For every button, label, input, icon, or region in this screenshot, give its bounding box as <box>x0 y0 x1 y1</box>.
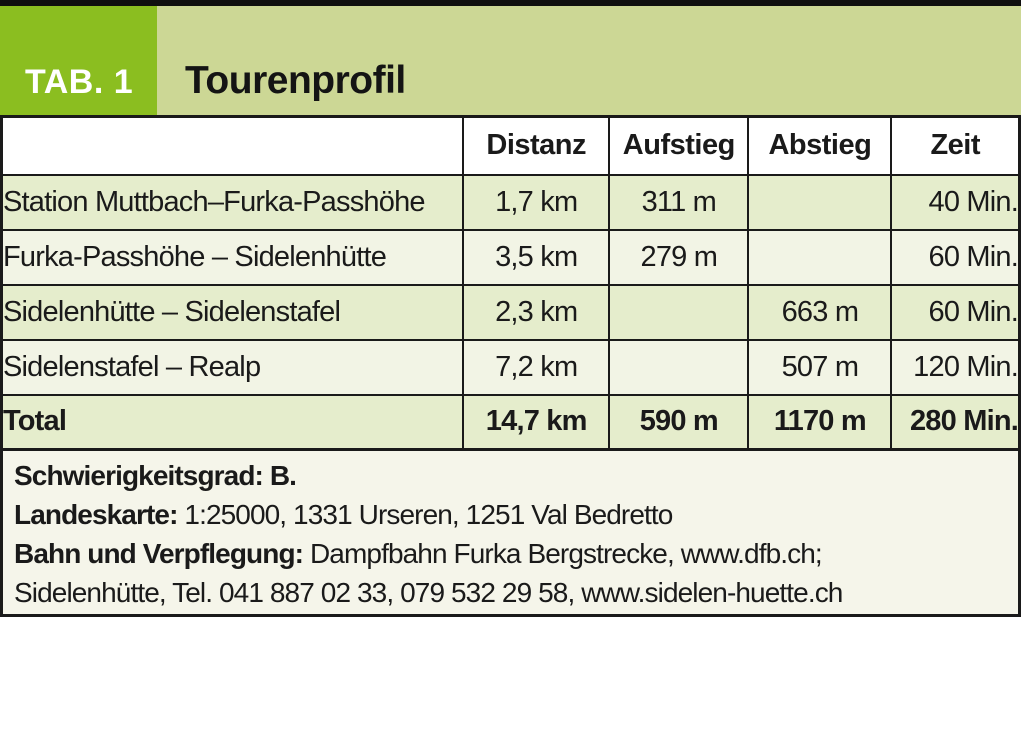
column-header-row: Distanz Aufstieg Abstieg Zeit <box>0 115 1021 176</box>
top-rule <box>0 0 1021 6</box>
total-row: Total 14,7 km 590 m 1170 m 280 Min. <box>0 393 1021 451</box>
title-band: TAB. 1 Tourenprofil <box>0 6 1021 115</box>
abstieg-cell <box>747 173 893 231</box>
tab-number-badge: TAB. 1 <box>0 6 157 115</box>
route-cell: Sidelenstafel – Realp <box>0 338 465 396</box>
column-header-route <box>0 115 465 176</box>
total-abstieg-cell: 1170 m <box>747 393 893 451</box>
table-row: Furka-Passhöhe – Sidelenhütte 3,5 km 279… <box>0 228 1021 286</box>
total-label-cell: Total <box>0 393 465 451</box>
column-header-aufstieg: Aufstieg <box>608 115 750 176</box>
column-header-abstieg: Abstieg <box>747 115 893 176</box>
notes-section: Schwierigkeitsgrad: B. Landeskarte: 1:25… <box>0 451 1021 617</box>
total-aufstieg-cell: 590 m <box>608 393 750 451</box>
aufstieg-cell: 311 m <box>608 173 750 231</box>
aufstieg-cell <box>608 338 750 396</box>
zeit-cell: 60 Min. <box>890 228 1021 286</box>
route-cell: Furka-Passhöhe – Sidelenhütte <box>0 228 465 286</box>
zeit-cell: 120 Min. <box>890 338 1021 396</box>
abstieg-cell: 507 m <box>747 338 893 396</box>
total-zeit-cell: 280 Min. <box>890 393 1021 451</box>
table-title: Tourenprofil <box>185 59 406 102</box>
table-row: Sidelenhütte – Sidelenstafel 2,3 km 663 … <box>0 283 1021 341</box>
note-label: Bahn und Verpflegung: <box>14 538 304 569</box>
table-row: Station Muttbach–Furka-Passhöhe 1,7 km 3… <box>0 173 1021 231</box>
abstieg-cell: 663 m <box>747 283 893 341</box>
route-cell: Station Muttbach–Furka-Passhöhe <box>0 173 465 231</box>
note-line-difficulty: Schwierigkeitsgrad: B. <box>14 456 1006 495</box>
abstieg-cell <box>747 228 893 286</box>
note-line-transport: Bahn und Verpflegung: Dampfbahn Furka Be… <box>14 534 1006 573</box>
total-distanz-cell: 14,7 km <box>462 393 611 451</box>
note-line-contact: Sidelenhütte, Tel. 041 887 02 33, 079 53… <box>14 573 1006 612</box>
tour-profile-table: Distanz Aufstieg Abstieg Zeit Station Mu… <box>0 115 1021 451</box>
aufstieg-cell: 279 m <box>608 228 750 286</box>
distanz-cell: 7,2 km <box>462 338 611 396</box>
column-header-distanz: Distanz <box>462 115 611 176</box>
note-text: Sidelenhütte, Tel. 041 887 02 33, 079 53… <box>14 577 843 608</box>
zeit-cell: 60 Min. <box>890 283 1021 341</box>
note-text: 1:25000, 1331 Urseren, 1251 Val Bedretto <box>184 499 673 530</box>
note-label: Landeskarte: <box>14 499 178 530</box>
distanz-cell: 1,7 km <box>462 173 611 231</box>
table-row: Sidelenstafel – Realp 7,2 km 507 m 120 M… <box>0 338 1021 396</box>
zeit-cell: 40 Min. <box>890 173 1021 231</box>
distanz-cell: 2,3 km <box>462 283 611 341</box>
tab-number-label: TAB. 1 <box>25 63 134 101</box>
note-line-map: Landeskarte: 1:25000, 1331 Urseren, 1251… <box>14 495 1006 534</box>
aufstieg-cell <box>608 283 750 341</box>
route-cell: Sidelenhütte – Sidelenstafel <box>0 283 465 341</box>
distanz-cell: 3,5 km <box>462 228 611 286</box>
note-text: Dampfbahn Furka Bergstrecke, www.dfb.ch; <box>309 538 823 569</box>
note-label: Schwierigkeitsgrad: B. <box>14 460 297 491</box>
column-header-zeit: Zeit <box>890 115 1021 176</box>
